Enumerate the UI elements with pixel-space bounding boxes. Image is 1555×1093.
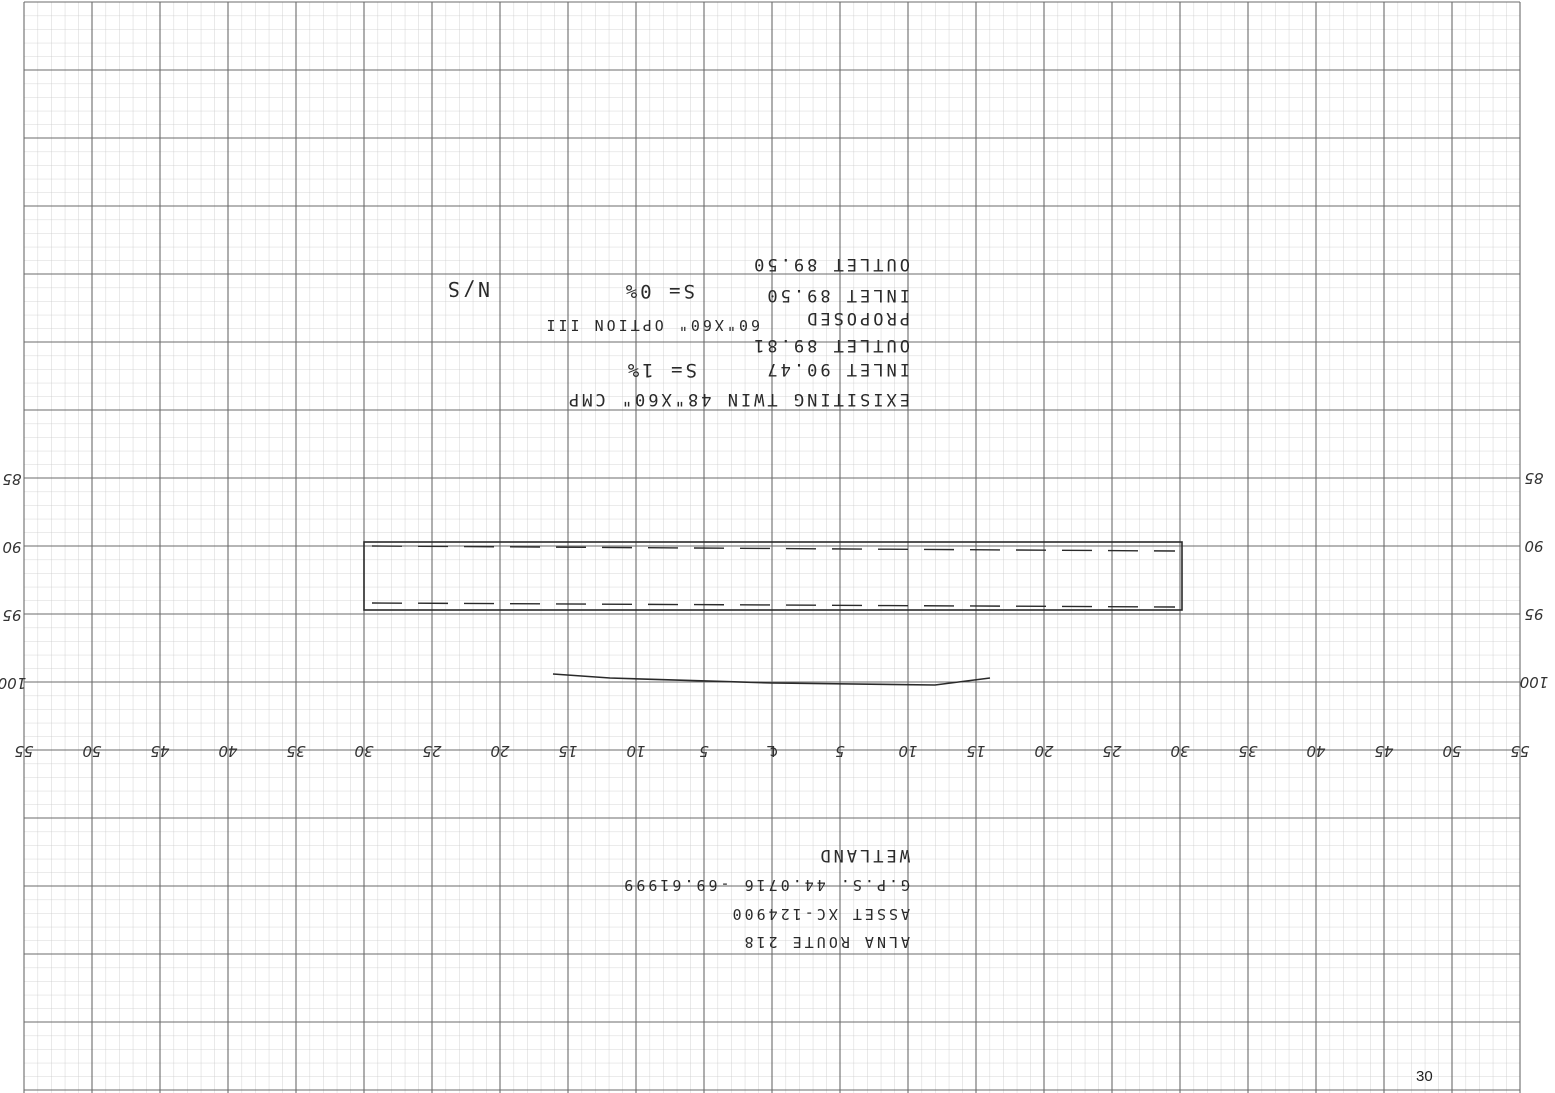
elevation-label-left: 95 <box>2 606 21 624</box>
station-label: 15 <box>966 742 985 760</box>
station-label: 5 <box>835 742 845 760</box>
culvert-outline <box>363 541 1183 611</box>
station-label: 50 <box>82 742 101 760</box>
proposed-title: PROPOSED <box>804 308 910 328</box>
station-label: 45 <box>1374 742 1393 760</box>
existing-inlet: INLET 90.47 <box>764 359 910 379</box>
station-label: 45 <box>150 742 169 760</box>
station-axis-labels: 55 50 45 40 35 30 25 20 15 10 5 ℄ 5 10 15 20 25 30 35 40 45 5… <box>14 742 1529 760</box>
culvert-notes: OUTLET 89.50 INLET 89.50 S= 0% N/S PROPO… <box>445 254 910 409</box>
station-label: 55 <box>1510 742 1529 760</box>
station-label: 10 <box>626 742 645 760</box>
proposed-initials: N/S <box>445 277 490 301</box>
station-label: 35 <box>286 742 305 760</box>
station-label: ℄ <box>765 742 778 760</box>
elevation-label-left: 90 <box>2 538 21 556</box>
site-route: ALNA ROUTE 218 <box>742 933 910 951</box>
ground-profile-line <box>552 673 991 686</box>
existing-title: EXISITING TWIN 48"X60" CMP <box>566 389 910 409</box>
proposed-inlet: INLET 89.50 <box>764 285 910 305</box>
station-label: 10 <box>898 742 917 760</box>
proposed-outlet: OUTLET 89.50 <box>751 254 910 274</box>
existing-outlet: OUTLET 89.81 <box>751 335 910 355</box>
site-type: WETLAND <box>817 845 910 865</box>
site-info: WETLAND G.P.S. 44.0716 -69.61999 ASSET X… <box>621 845 910 951</box>
station-label: 30 <box>1170 742 1189 760</box>
culvert-top-dashed <box>371 545 1176 552</box>
elevation-label-right: 95 <box>1524 605 1543 623</box>
station-label: 30 <box>354 742 373 760</box>
station-label: 15 <box>558 742 577 760</box>
station-label: 35 <box>1238 742 1257 760</box>
left-elevation-labels: 85 90 95 100 <box>0 470 26 692</box>
station-label: 40 <box>1306 742 1325 760</box>
station-label: 5 <box>699 742 709 760</box>
proposed-spec: 60"X60" OPTION III <box>543 316 760 334</box>
existing-slope: S= 1% <box>625 359 697 381</box>
major-grid <box>23 1 1521 1093</box>
elevation-label-left: 85 <box>2 470 21 488</box>
station-label: 20 <box>490 742 509 760</box>
site-gps: G.P.S. 44.0716 -69.61999 <box>621 876 910 894</box>
station-label: 25 <box>1102 742 1121 760</box>
station-label: 40 <box>218 742 237 760</box>
elevation-label-right: 90 <box>1524 537 1543 555</box>
right-elevation-labels: 85 90 95 100 <box>1520 469 1549 691</box>
elevation-label-right: 85 <box>1524 469 1543 487</box>
station-label: 20 <box>1034 742 1053 760</box>
elevation-label-left: 100 <box>0 674 26 692</box>
site-asset: ASSET XC-124900 <box>730 905 910 923</box>
page-number: 30 <box>1416 1068 1433 1085</box>
station-label: 50 <box>1442 742 1461 760</box>
station-label: 25 <box>422 742 441 760</box>
elevation-label-right: 100 <box>1520 673 1549 691</box>
station-label: 55 <box>14 742 33 760</box>
culvert-bottom-dashed <box>371 602 1176 608</box>
proposed-slope: S= 0% <box>623 280 695 302</box>
culvert-section <box>363 541 1183 611</box>
